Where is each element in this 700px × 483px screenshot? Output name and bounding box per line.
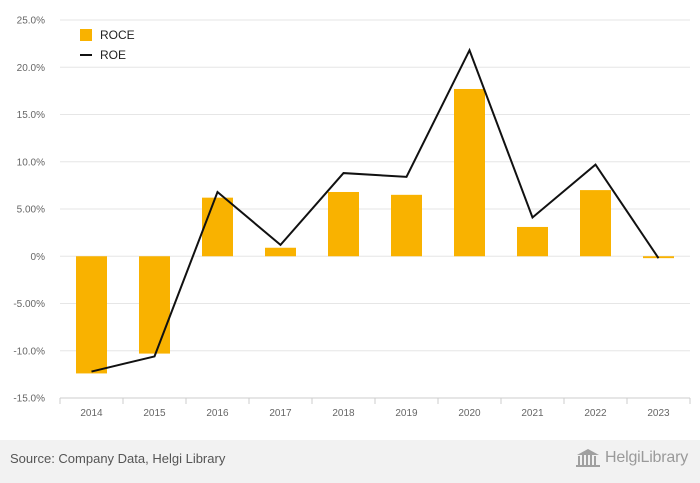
x-tick-label: 2018 (332, 408, 355, 419)
footer: Source: Company Data, Helgi Library Helg… (0, 440, 700, 483)
x-tick-label: 2022 (584, 408, 607, 419)
source-text: Source: Company Data, Helgi Library (10, 451, 226, 466)
roe-line (91, 47, 660, 373)
x-tick-label: 2020 (458, 408, 481, 419)
y-tick-label: 0% (31, 252, 46, 263)
y-tick-label: -10.0% (13, 346, 45, 357)
legend-label-roe: ROE (100, 48, 126, 62)
x-axis: 2014 2015 2016 2017 2018 2019 2020 2021 2022 2023 (59, 397, 691, 419)
x-tick-label: 2017 (269, 408, 292, 419)
bar-roce[interactable] (202, 197, 233, 257)
y-axis: 25.0% 20.0% 15.0% 10.0% 5.00% 0% -5.00% -10.0% -… (13, 16, 45, 405)
bar-roce[interactable] (454, 88, 485, 257)
x-tick-label: 2023 (647, 408, 670, 419)
x-tick-label: 2015 (143, 408, 166, 419)
legend[interactable]: ROCE ROE (80, 28, 135, 62)
bar-roce[interactable] (517, 226, 548, 257)
line-roe[interactable] (91, 47, 660, 373)
bar-roce[interactable] (580, 190, 611, 257)
y-tick-label: 5.00% (17, 205, 45, 216)
bar-roce[interactable] (76, 256, 107, 374)
bar-roce[interactable] (139, 256, 170, 354)
brand-name: HelgiLibrary (605, 449, 688, 466)
chart: 25.0% 20.0% 15.0% 10.0% 5.00% 0% -5.00% -10.0% -… (13, 16, 691, 419)
library-building-icon (576, 449, 601, 467)
brand-logo[interactable]: HelgiLibrary (575, 448, 688, 468)
legend-swatch-roce (80, 29, 92, 41)
y-tick-label: 10.0% (17, 157, 45, 168)
bar-roce[interactable] (328, 191, 359, 257)
bar-roce[interactable] (265, 247, 296, 257)
bar-roce[interactable] (391, 194, 422, 257)
x-tick-label: 2016 (206, 408, 229, 419)
y-tick-label: 15.0% (17, 110, 45, 121)
y-tick-label: -5.00% (13, 299, 45, 310)
roce-bars (76, 88, 674, 374)
legend-label-roce: ROCE (100, 28, 135, 42)
y-tick-label: 25.0% (17, 16, 45, 27)
y-tick-label: 20.0% (17, 63, 45, 74)
x-tick-label: 2019 (395, 408, 418, 419)
x-tick-label: 2014 (80, 408, 103, 419)
x-tick-label: 2021 (521, 408, 544, 419)
y-tick-label: -15.0% (13, 394, 45, 405)
